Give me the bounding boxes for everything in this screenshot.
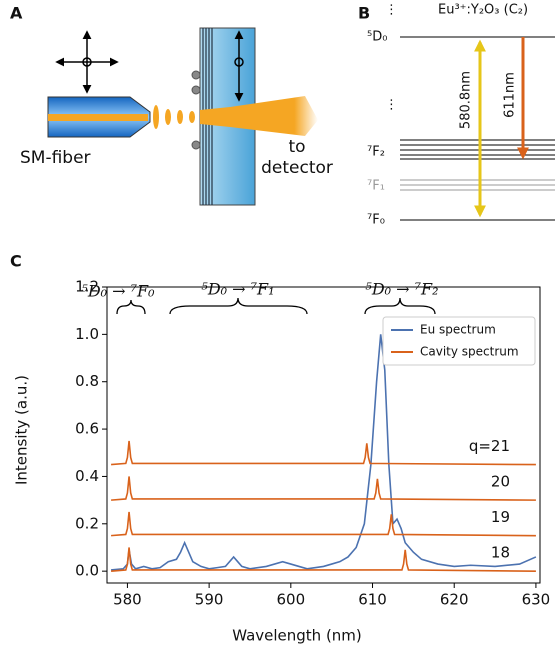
level-label: ⁷F₁ <box>367 179 385 194</box>
annotation: ⁵D₀ → ⁷F₁ <box>201 280 274 299</box>
panel-label: A <box>10 4 23 23</box>
plot-area <box>106 286 541 584</box>
level-label: ⁷F₂ <box>367 145 385 160</box>
annotation: ⁵D₀ → ⁷F₂ <box>365 280 438 299</box>
spectrum-chart: ⁵D₀ → ⁷F₀ ⁵D₀ → ⁷F₁ ⁵D₀ → ⁷F₂ Wavelength… <box>13 280 439 645</box>
beam-dots <box>153 105 195 129</box>
dots: ⋮ <box>385 98 398 113</box>
x-tick-label: 620 <box>440 591 469 609</box>
cavity-line <box>111 440 536 466</box>
trace-label: 18 <box>491 544 510 562</box>
transition-label: 611nm <box>503 72 518 118</box>
x-tick-label: 600 <box>277 591 306 609</box>
setup-diagram: SM-fiber to detector <box>20 27 333 206</box>
material: Eu³⁺:Y₂O₃ (C₂) <box>438 3 528 18</box>
y-tick-label: 0.6 <box>75 420 99 438</box>
levels-f1 <box>400 179 555 191</box>
y-tick-label: 1.2 <box>75 278 99 296</box>
x-tick-label: 580 <box>113 591 142 609</box>
level-diagram: ⋮ ⋮ Eu³⁺:Y₂O₃ (C₂) ⁵D₀ ⁷F₂ ⁷F₁ ⁷F₀ 580.8… <box>367 3 555 228</box>
y-tick-label: 1.0 <box>75 325 99 343</box>
cavity-line <box>111 547 536 572</box>
trace-label: 19 <box>491 508 510 526</box>
level-label: ⁵D₀ <box>367 30 387 45</box>
x-axis-label: Wavelength (nm) <box>232 627 362 645</box>
levels <box>400 36 555 221</box>
y-axis-label: Intensity (a.u.) <box>13 375 31 485</box>
x-tick-label: 630 <box>522 591 551 609</box>
trace-label: 20 <box>491 473 510 491</box>
fiber-core <box>48 114 148 121</box>
legend-box <box>382 316 536 366</box>
y-tick-label: 0.4 <box>75 467 99 485</box>
fiber-label: SM-fiber <box>20 148 91 168</box>
level-label: ⁷F₀ <box>367 213 385 228</box>
y-tick-label: 0.0 <box>75 562 99 580</box>
panel-label: C <box>10 252 22 271</box>
spectrum-line <box>111 334 537 571</box>
motion-arrows <box>55 30 244 102</box>
detector-label: to <box>288 137 305 157</box>
cavity-line <box>111 511 536 537</box>
detector-label: detector <box>261 158 333 178</box>
braces <box>116 297 436 315</box>
x-tick-label: 610 <box>358 591 387 609</box>
particles <box>191 70 201 150</box>
trace-label: q=21 <box>469 437 510 455</box>
annotation: ⁵D₀ → ⁷F₀ <box>81 282 155 301</box>
y-tick-label: 0.8 <box>75 372 99 390</box>
legend-label: Cavity spectrum <box>420 345 519 359</box>
dots: ⋮ <box>385 3 398 18</box>
x-tick-label: 590 <box>195 591 224 609</box>
transition-label: 580.8nm <box>459 71 474 129</box>
y-tick-label: 0.2 <box>75 514 99 532</box>
cavity-line <box>111 476 536 501</box>
output-beam <box>200 96 318 136</box>
panel-label: B <box>358 4 370 23</box>
legend-label: Eu spectrum <box>420 323 496 337</box>
